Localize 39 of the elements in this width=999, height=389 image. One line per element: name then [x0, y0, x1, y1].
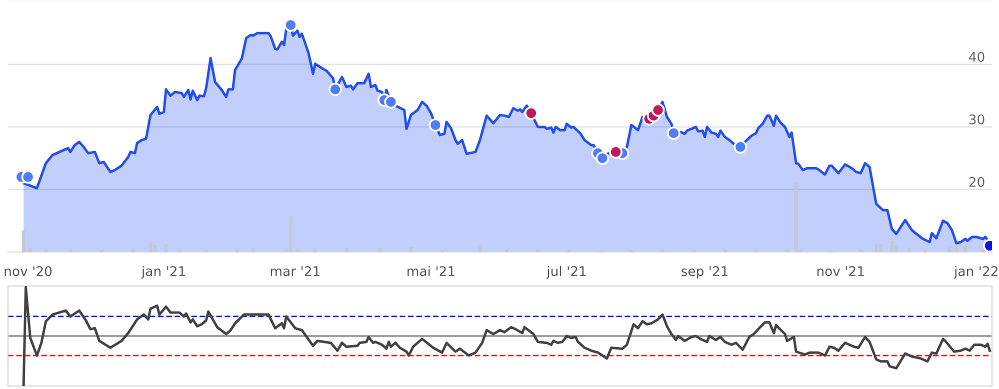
- bar: [890, 240, 894, 252]
- bar: [536, 249, 540, 252]
- bar: [148, 242, 152, 252]
- x-tick-label: sep '21: [682, 266, 728, 279]
- bar: [22, 230, 26, 252]
- bar: [878, 244, 882, 252]
- bar: [296, 248, 300, 252]
- bar: [894, 245, 898, 252]
- x-tick-label: jul '21: [546, 266, 586, 279]
- bar: [948, 247, 952, 252]
- bar: [954, 245, 958, 252]
- bar: [344, 248, 348, 252]
- bar: [288, 216, 293, 252]
- bar: [964, 246, 968, 252]
- bar: [908, 248, 912, 252]
- bar: [378, 248, 382, 252]
- bar: [313, 249, 318, 252]
- bar: [28, 248, 32, 252]
- x-tick-label: jan '22: [954, 266, 998, 279]
- x-tick-label: mai '21: [408, 266, 454, 276]
- bar: [754, 249, 758, 252]
- bar: [178, 249, 182, 252]
- bar: [923, 249, 927, 252]
- bar: [251, 248, 255, 252]
- bar: [478, 245, 482, 252]
- y-tick-label: 40: [969, 52, 984, 62]
- bar: [409, 247, 413, 252]
- x-tick-label: mar '21: [270, 266, 320, 276]
- bar: [874, 244, 878, 252]
- bar: [44, 249, 48, 252]
- bar: [236, 249, 240, 252]
- y-tick-label: 20: [969, 176, 984, 187]
- bar: [660, 249, 664, 252]
- x-tick-label: jan '21: [141, 266, 185, 279]
- bar: [130, 249, 134, 252]
- y-tick-label: 30: [969, 114, 984, 124]
- x-tick-label: nov '20: [4, 266, 52, 276]
- bar: [164, 244, 168, 252]
- x-tick-label: nov '21: [817, 266, 864, 276]
